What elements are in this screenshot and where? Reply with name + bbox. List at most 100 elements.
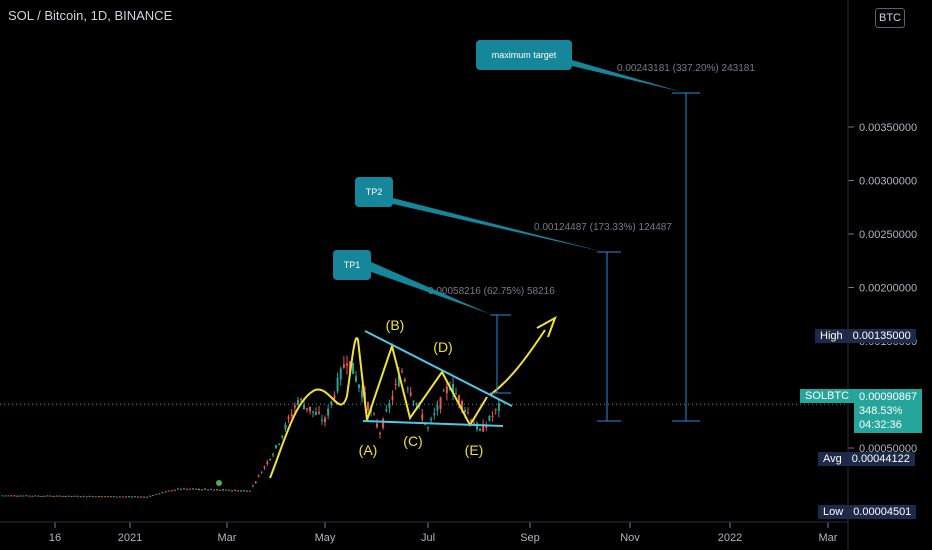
candle-body — [207, 489, 209, 491]
candle-body — [269, 458, 272, 461]
candle-body — [373, 413, 375, 415]
candle-body — [249, 490, 251, 492]
candle-body — [130, 496, 133, 498]
candle-body — [225, 489, 227, 491]
candle-body — [64, 496, 67, 498]
candle-body — [467, 412, 469, 414]
candle-body — [488, 415, 491, 421]
callout-pointer-max — [565, 58, 682, 92]
candle-body — [445, 386, 448, 394]
candle-body — [180, 488, 182, 490]
candle-body — [52, 496, 55, 498]
candle-body — [177, 488, 179, 490]
callout-tp2: TP2 — [355, 177, 393, 207]
time-tick-label: Nov — [620, 532, 640, 544]
candle-body — [333, 395, 336, 400]
wave-label: (E) — [465, 442, 484, 458]
candle-body — [49, 495, 52, 497]
candle-body — [494, 409, 497, 411]
candle-body — [25, 495, 28, 497]
candle-body — [433, 413, 436, 416]
callout-maximum-target: maximum target — [476, 40, 572, 70]
candle-body — [455, 392, 457, 394]
candle-body — [318, 411, 320, 414]
candle-body — [497, 403, 500, 411]
candle-body — [22, 495, 25, 497]
candle-body — [103, 496, 106, 498]
candle-body — [240, 490, 242, 492]
candle-body — [266, 461, 269, 464]
candle-body — [100, 496, 103, 498]
candle-body — [327, 408, 330, 416]
candle-body — [7, 495, 10, 497]
lower-trendline — [362, 420, 504, 427]
candle-body — [324, 417, 326, 423]
event-marker — [216, 480, 222, 486]
price-tick-label: 0.00200000 — [859, 283, 917, 295]
candle-body — [97, 496, 100, 498]
candle-body — [121, 496, 124, 498]
price-tick-label: 0.00350000 — [859, 122, 917, 134]
candle-body — [290, 413, 293, 417]
candle-body — [406, 388, 409, 390]
wave-label: (D) — [433, 339, 452, 355]
candle-body — [394, 383, 397, 386]
measure-label: 0.00058216 (62.75%) 58216 — [428, 286, 555, 297]
candle-body — [376, 423, 378, 428]
measure-label: 0.00124487 (173.33%) 124487 — [534, 222, 672, 233]
candle-body — [336, 377, 339, 392]
candle-body — [321, 419, 323, 421]
candle-body — [146, 496, 148, 498]
wave-label: (B) — [386, 317, 405, 333]
candle-body — [458, 395, 460, 403]
candle-body — [281, 435, 284, 438]
wave-path — [269, 337, 488, 479]
candle-body — [115, 496, 118, 498]
time-tick-label: 2022 — [718, 532, 742, 544]
low-tag: Low 0.00004501 — [818, 505, 917, 519]
candle-body — [19, 495, 22, 497]
currency-button[interactable]: BTC — [875, 8, 905, 28]
avg-tag: Avg 0.00044122 — [818, 452, 915, 466]
candle-body — [482, 423, 485, 432]
candle-body — [213, 489, 215, 491]
candle-body — [192, 488, 194, 490]
candle-body — [198, 488, 200, 490]
candle-body — [136, 496, 139, 498]
candle-body — [346, 363, 348, 366]
candle-body — [284, 424, 287, 430]
time-tick-label: 2021 — [118, 532, 142, 544]
candle-body — [306, 408, 308, 410]
candle-body — [339, 368, 342, 380]
candle-body — [367, 402, 369, 411]
candle-body — [43, 495, 46, 497]
candle-body — [170, 490, 173, 492]
candle-body — [210, 488, 212, 490]
candle-body — [31, 495, 34, 497]
candle-body — [164, 491, 167, 493]
candle-body — [167, 490, 170, 492]
candle-body — [403, 379, 406, 382]
candle-body — [361, 390, 363, 398]
candle-body — [263, 466, 266, 468]
candle-body — [254, 482, 257, 484]
candle-body — [315, 412, 317, 415]
candle-body — [94, 496, 97, 498]
candle-body — [91, 496, 94, 498]
candle-body — [124, 496, 127, 498]
drawings: (A) (B) (C) (D) (E) 0.00058216 (62.75%) 58216… — [269, 58, 755, 479]
candle-body — [70, 495, 73, 497]
candle-body — [13, 495, 16, 497]
candle-body — [312, 411, 314, 413]
candle-body — [4, 495, 7, 497]
candle-body — [82, 495, 85, 497]
candle-body — [37, 495, 40, 497]
time-tick-label: 16 — [49, 532, 61, 544]
candle-body — [272, 454, 275, 456]
time-tick-label: Mar — [819, 532, 838, 544]
time-axis[interactable]: 16 2021 Mar May Jul Sep Nov 2022 Mar — [0, 521, 848, 544]
candle-body — [216, 489, 218, 491]
candle-body — [158, 493, 161, 495]
candle-body — [112, 496, 115, 498]
